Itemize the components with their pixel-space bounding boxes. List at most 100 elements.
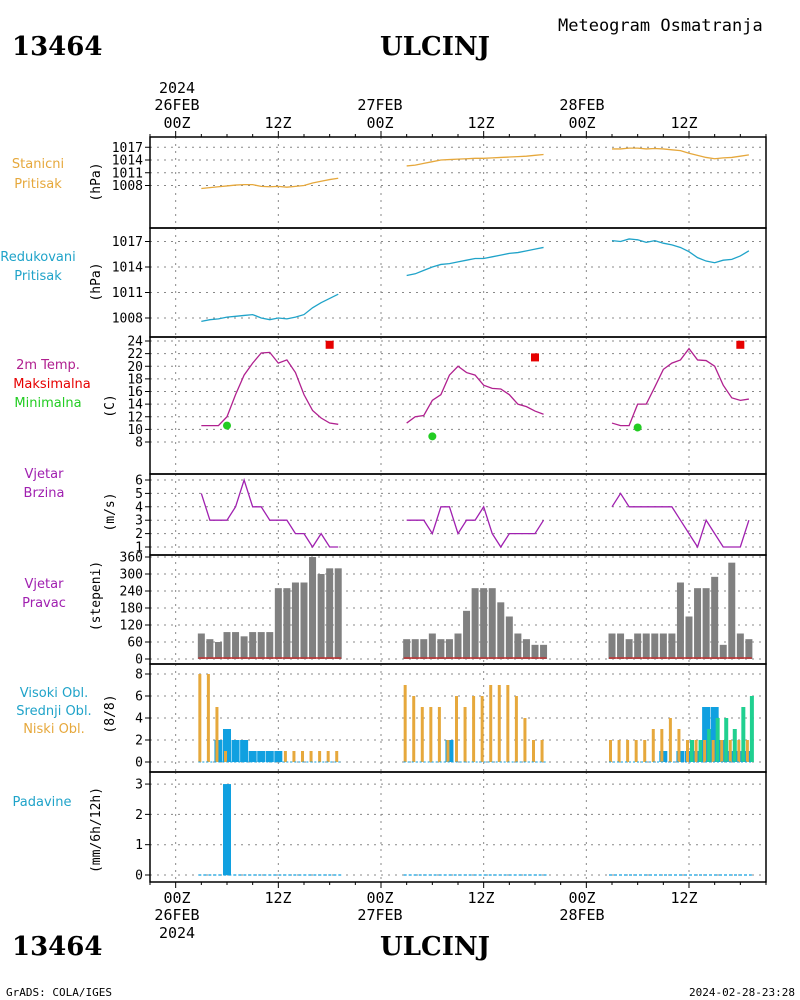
cloud-low-bar (437, 707, 441, 762)
cloud-low-bar (463, 707, 467, 762)
legend-clouds: Visoki Obl. Srednji Obl. Niski Obl. (16, 686, 91, 737)
legend-reduced-pressure: Redukovani Pritisak (0, 250, 75, 284)
legend-station-pressure: Stanicni Pritisak (12, 157, 64, 192)
panel-precip: 0 1 2 3 (135, 771, 767, 884)
panel-reduced_pressure: 1008 1011 1014 1017 (112, 227, 767, 338)
reduced-pressure-line (201, 293, 339, 323)
y-tick-label: 1011 (112, 166, 143, 181)
unit-precip: (mm/6h/12h) (89, 787, 104, 873)
station-name-top: ULCINJ (380, 32, 490, 62)
temperature-line (406, 365, 544, 424)
cloud-low-bar (335, 751, 339, 762)
cloud-high-bar (707, 729, 712, 762)
bottom-year-label: 2024 (159, 924, 195, 942)
cloud-low-bar (514, 696, 518, 762)
direction-bar (480, 588, 488, 659)
top-tick-6: 12Z (670, 114, 697, 132)
direction-bar (617, 633, 625, 659)
legend-clouds-high: Visoki Obl. (20, 686, 88, 701)
y-tick-label: 4 (135, 500, 143, 515)
tmax-marker (325, 340, 334, 349)
cloud-low-bar (412, 696, 416, 762)
tmin-marker (223, 421, 231, 430)
top-tick-4: 12Z (467, 114, 494, 132)
cloud-low-bar (540, 740, 544, 762)
cloud-low-bar (651, 729, 655, 762)
y-tick-label: 5 (135, 487, 143, 502)
cloud-low-bar (506, 685, 510, 762)
cloud-mid-bar (231, 740, 240, 762)
top-tick-3: 00Z (366, 114, 393, 132)
cloud-low-bar (711, 740, 715, 762)
top-tick-2: 12Z (264, 114, 291, 132)
unit-temperature: (C) (103, 394, 118, 417)
y-tick-label: 2 (135, 734, 143, 749)
direction-bar (694, 588, 702, 659)
direction-bar (309, 557, 317, 659)
panel-frame (149, 771, 767, 883)
cloud-low-bar (318, 751, 322, 762)
cloud-high-bar (690, 740, 694, 762)
direction-bar (454, 633, 462, 659)
y-tick-label: 240 (120, 585, 143, 600)
direction-bar (257, 632, 265, 659)
y-tick-label: 2 (135, 527, 143, 542)
station-id-top: 13464 (12, 32, 102, 62)
direction-bar (411, 639, 419, 659)
temperature-line (201, 351, 339, 427)
legend-temperature: 2m Temp. Maksimalna Minimalna (13, 358, 91, 411)
bottom-tick-1: 00Z (163, 889, 190, 907)
cloud-low-bar (703, 740, 707, 762)
y-tick-label: 180 (120, 602, 143, 617)
cloud-low-bar (609, 740, 612, 762)
y-tick-label: 1014 (112, 261, 143, 276)
cloud-low-bar (617, 740, 621, 762)
cloud-low-bar (472, 696, 476, 762)
legend-wind-speed-2: Brzina (24, 486, 65, 501)
top-date-1: 26FEB (154, 96, 199, 114)
cloud-low-bar (480, 696, 484, 762)
cloud-low-bar (446, 740, 450, 762)
direction-bar (223, 632, 231, 659)
cloud-low-bar (455, 696, 458, 762)
cloud-low-bar (694, 740, 698, 762)
cloud-low-bar (720, 740, 724, 762)
y-tick-label: 1008 (112, 312, 143, 327)
y-tick-label: 18 (127, 372, 143, 387)
wind-speed-line (200, 477, 339, 549)
y-tick-label: 22 (127, 347, 143, 362)
panel-wind_direction: 0 60 120 180 240 300 360 (120, 551, 767, 668)
y-tick-label: 4 (135, 712, 143, 727)
cloud-low-bar (660, 729, 664, 762)
cloud-high-bar (698, 740, 703, 762)
legend-clouds-mid: Srednji Obl. (16, 704, 91, 719)
cloud-low-bar (301, 751, 304, 762)
direction-bar (334, 568, 342, 659)
bottom-date-1: 26FEB (154, 906, 199, 924)
station-pressure-line (201, 177, 339, 190)
top-date-3: 28FEB (559, 96, 604, 114)
cloud-low-bar (292, 751, 296, 762)
unit-station-pressure: (hPa) (89, 162, 104, 201)
wind-speed-line (406, 505, 545, 549)
direction-bar (197, 633, 205, 659)
direction-bar (540, 644, 548, 659)
direction-bar (445, 639, 453, 659)
top-tick-5: 00Z (568, 114, 595, 132)
legend-reduced-pressure-2: Pritisak (14, 269, 62, 284)
cloud-high-bar (749, 696, 754, 762)
y-tick-label: 3 (135, 514, 143, 529)
top-date-2: 27FEB (357, 96, 402, 114)
panel-frame (149, 136, 767, 229)
y-tick-label: 12 (127, 410, 143, 425)
y-tick-label: 1017 (112, 141, 143, 156)
top-tick-1: 00Z (163, 114, 190, 132)
panel-frame (149, 227, 767, 338)
station-name-bottom: ULCINJ (380, 932, 490, 962)
legend-wind-direction-1: Vjetar (25, 577, 65, 592)
cloud-high-bar (715, 718, 720, 762)
y-tick-label: 1008 (112, 179, 143, 194)
y-tick-label: 1014 (112, 154, 143, 169)
y-tick-label: 300 (120, 568, 143, 583)
